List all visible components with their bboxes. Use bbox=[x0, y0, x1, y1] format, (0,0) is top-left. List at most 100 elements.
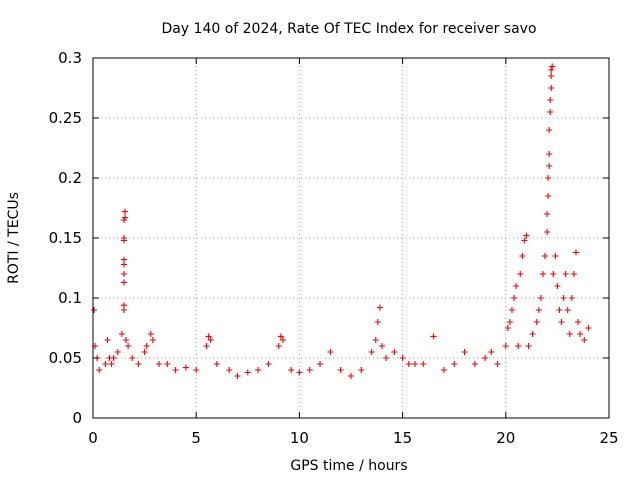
data-point bbox=[548, 73, 555, 79]
data-point bbox=[372, 337, 379, 343]
data-point bbox=[545, 175, 552, 181]
data-point bbox=[554, 283, 561, 289]
axis-ticks bbox=[92, 57, 610, 419]
data-point bbox=[120, 235, 127, 241]
data-point bbox=[141, 349, 148, 355]
data-point bbox=[508, 307, 515, 313]
data-point bbox=[104, 337, 111, 343]
x-tick-label: 10 bbox=[290, 429, 309, 447]
data-point bbox=[430, 333, 437, 340]
y-tick-label: 0 bbox=[72, 409, 82, 427]
data-point bbox=[570, 271, 577, 277]
data-point bbox=[125, 343, 132, 349]
y-tick-labels: 0 0.05 0.1 0.15 0.2 0.25 0.3 bbox=[49, 49, 82, 427]
data-point bbox=[193, 367, 200, 373]
data-point bbox=[203, 343, 210, 349]
data-point bbox=[577, 331, 584, 337]
data-point bbox=[556, 307, 563, 313]
data-point bbox=[213, 361, 220, 367]
data-point bbox=[494, 361, 501, 367]
data-point bbox=[420, 361, 427, 367]
data-point bbox=[544, 211, 551, 217]
data-point bbox=[564, 307, 571, 313]
data-point bbox=[391, 349, 398, 355]
data-point bbox=[548, 85, 555, 91]
y-axis-label: ROTI / TECUs bbox=[6, 192, 22, 284]
data-point bbox=[552, 253, 559, 259]
data-point bbox=[255, 367, 262, 373]
data-point bbox=[376, 304, 383, 311]
plot-frame bbox=[92, 57, 610, 419]
data-point bbox=[244, 369, 251, 376]
data-point bbox=[96, 367, 103, 373]
x-tick-label: 25 bbox=[599, 429, 618, 447]
data-point bbox=[451, 361, 458, 367]
x-tick-label: 15 bbox=[393, 429, 412, 447]
chart-title: Day 140 of 2024, Rate Of TEC Index for r… bbox=[161, 21, 536, 37]
data-point bbox=[488, 349, 495, 355]
data-point bbox=[558, 319, 565, 325]
data-point bbox=[277, 333, 284, 340]
data-point bbox=[566, 331, 573, 337]
x-tick-label: 20 bbox=[496, 429, 515, 447]
data-point bbox=[337, 367, 344, 373]
data-point bbox=[205, 333, 212, 340]
data-point bbox=[120, 302, 127, 309]
data-point bbox=[568, 295, 575, 301]
x-tick-label: 0 bbox=[88, 429, 98, 447]
data-point bbox=[440, 367, 447, 373]
data-point bbox=[296, 369, 303, 376]
data-point bbox=[226, 367, 233, 373]
data-point bbox=[547, 109, 554, 115]
data-point bbox=[585, 325, 592, 331]
data-point bbox=[519, 253, 526, 259]
data-point bbox=[120, 271, 127, 277]
data-point bbox=[91, 307, 98, 313]
data-point bbox=[207, 337, 214, 343]
x-tick-label: 5 bbox=[191, 429, 201, 447]
data-point bbox=[549, 63, 556, 70]
data-point bbox=[575, 319, 582, 325]
data-point bbox=[120, 256, 127, 263]
data-point bbox=[378, 343, 385, 349]
data-point bbox=[118, 331, 125, 337]
data-point bbox=[542, 253, 549, 259]
y-tick-label: 0.15 bbox=[49, 229, 82, 247]
data-point bbox=[547, 97, 554, 103]
data-point bbox=[358, 367, 365, 373]
data-point bbox=[114, 349, 121, 355]
data-point bbox=[102, 361, 109, 367]
data-point bbox=[121, 208, 128, 215]
data-point bbox=[108, 361, 115, 367]
data-point bbox=[405, 361, 412, 367]
x-tick-labels: 0 5 10 15 20 25 bbox=[88, 429, 618, 447]
data-point bbox=[517, 271, 524, 277]
data-point bbox=[461, 349, 468, 355]
data-point bbox=[545, 193, 552, 199]
y-tick-label: 0.25 bbox=[49, 109, 82, 127]
data-point bbox=[546, 151, 553, 157]
data-point bbox=[511, 295, 518, 301]
data-point bbox=[515, 343, 522, 349]
data-point bbox=[539, 271, 546, 277]
data-point bbox=[121, 214, 128, 221]
y-tick-label: 0.1 bbox=[58, 289, 82, 307]
data-point bbox=[504, 325, 511, 331]
data-point bbox=[482, 355, 489, 361]
data-point bbox=[502, 343, 509, 349]
data-point bbox=[348, 373, 354, 379]
data-point bbox=[275, 343, 282, 349]
y-tick-label: 0.3 bbox=[58, 49, 82, 67]
x-axis-label: GPS time / hours bbox=[290, 458, 407, 474]
data-point bbox=[149, 337, 156, 343]
data-point bbox=[129, 355, 136, 361]
data-point bbox=[581, 337, 588, 343]
data-point bbox=[506, 319, 513, 325]
data-point bbox=[156, 361, 163, 367]
data-point bbox=[123, 337, 130, 343]
data-point bbox=[562, 271, 569, 277]
data-point bbox=[529, 331, 536, 337]
data-point bbox=[172, 367, 179, 373]
grid bbox=[93, 58, 609, 418]
